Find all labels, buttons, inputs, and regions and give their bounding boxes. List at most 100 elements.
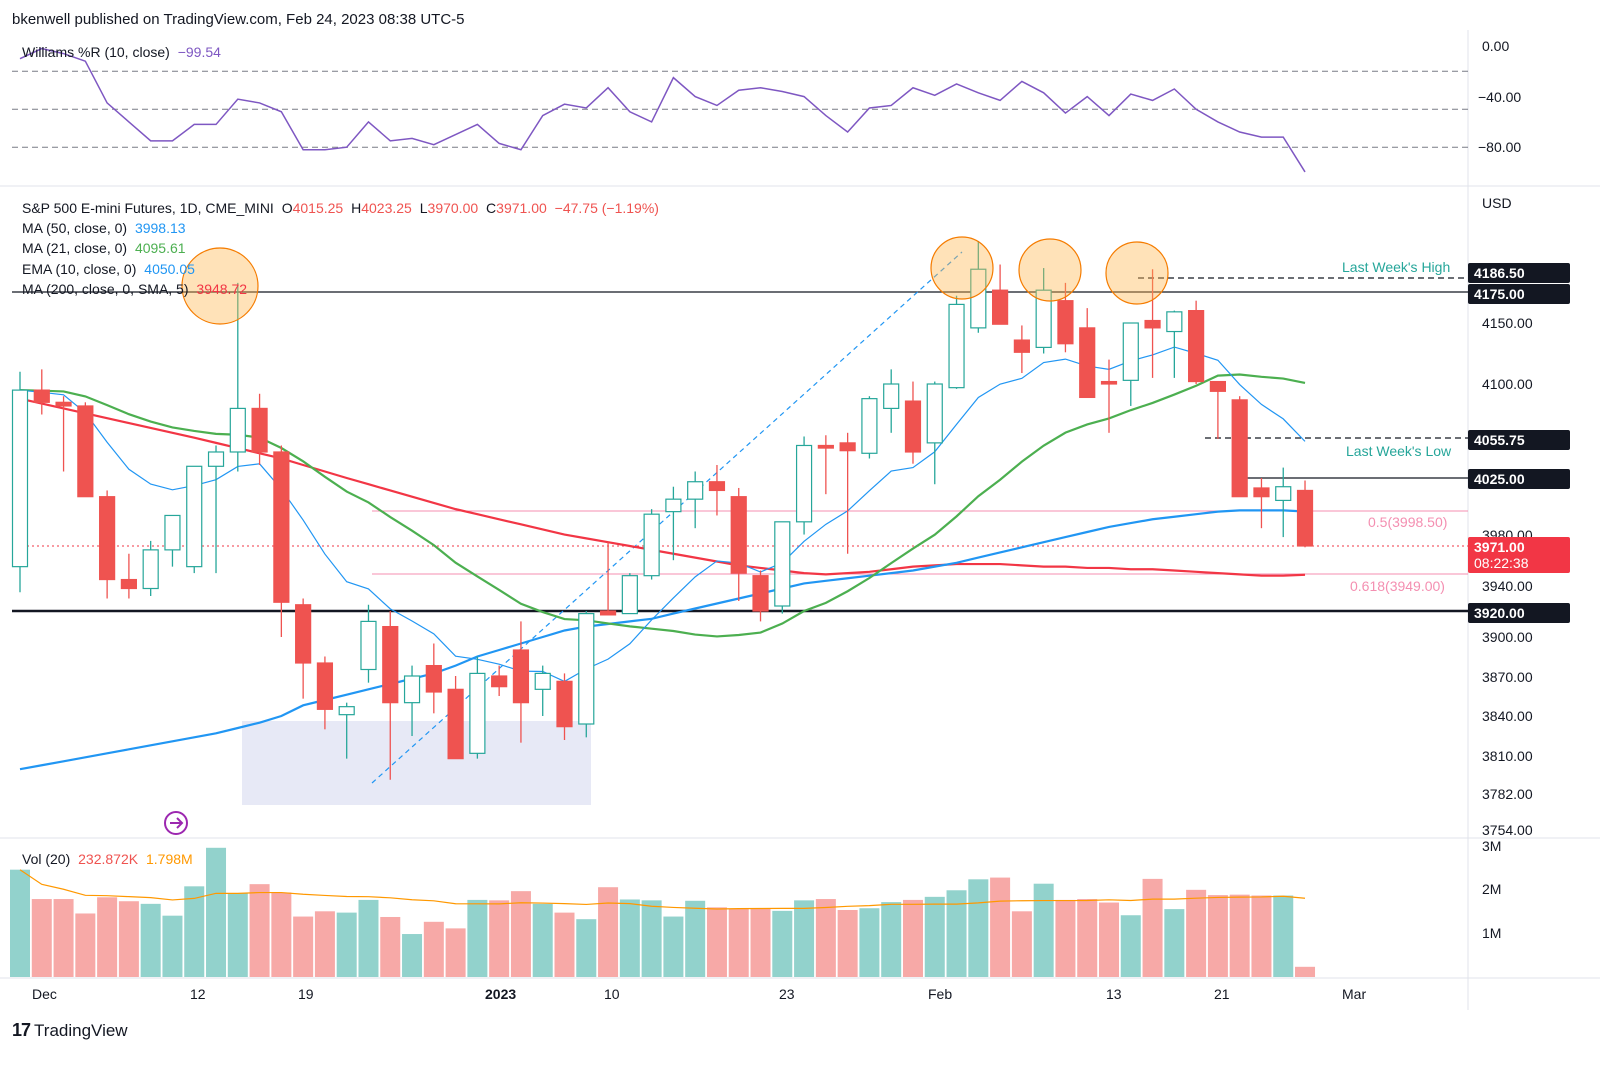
time-tick: 12 [190,986,206,1002]
volume-bar [467,899,488,977]
volume-bar [510,891,531,977]
candle-body [991,289,1009,325]
candle-body [425,664,442,693]
candle [77,402,94,498]
candle [251,393,268,465]
volume-bar [968,879,989,977]
time-tick: 13 [1106,986,1122,1002]
price-tick: 3782.00 [1482,786,1533,802]
volume-bar [293,916,314,977]
candle [534,665,551,716]
candle-body [447,688,464,760]
volume-bar [1142,878,1163,977]
candle [295,598,312,699]
volume-bar [881,902,902,977]
indicator-ma200-legend[interactable]: MA (200, close, 0, SMA, 5) 3948.72 [22,281,251,297]
price-tick: 3754.00 [1482,822,1533,838]
volume-bar [31,899,52,977]
indicator-ema10-legend[interactable]: EMA (10, close, 0) 4050.05 [22,261,199,277]
volume-bar [206,847,227,977]
candle [948,295,965,389]
volume-bar [1186,889,1207,977]
candle [273,445,290,637]
volume-pane [10,847,1316,977]
volume-ma-line [19,869,1306,910]
grid-layer [0,30,1600,1010]
volume-bar [990,877,1011,977]
last-week-high-label: Last Week's High [1342,259,1451,275]
candle-body [839,442,856,452]
candle-body [120,578,138,590]
fib-05-label: 0.5(3998.50) [1368,514,1448,530]
indicator-label: MA (200, close, 0, SMA, 5) [22,281,189,297]
candle-body [1275,486,1292,502]
candle-body [338,706,355,716]
candle-body [643,513,660,577]
candle [1122,322,1139,406]
candle-body [774,521,791,607]
indicator-value: 4050.05 [144,261,195,277]
indicator-ma21-legend[interactable]: MA (21, close, 0) 4095.61 [22,240,190,256]
candle [1013,325,1030,374]
candle [512,621,530,743]
candle-body [795,444,813,523]
candle-body [251,407,268,453]
candle [360,604,377,683]
tradingview-logo[interactable]: 17 TradingView [12,1020,128,1041]
candle-body [621,575,638,615]
candle-body [1013,339,1030,353]
time-tick: 21 [1214,986,1230,1002]
ma200-line [19,397,1306,577]
candle-body [142,549,159,590]
time-tick: 2023 [485,986,517,1002]
candle [970,240,987,333]
candle [708,464,726,516]
price-label-resistance: 4175.00 [1468,284,1570,304]
low-label: L [419,200,428,216]
candle-body [1057,300,1074,345]
candle-body [164,514,181,551]
fib-0618-label: 0.618(3949.00) [1350,578,1445,594]
price-label-last-close: 3971.00 08:22:38 [1468,537,1570,573]
candle [643,509,660,580]
bar-countdown: 08:22:38 [1474,555,1529,571]
candle-body [382,625,399,704]
candle [1275,467,1292,538]
willr-tick: −80.00 [1478,139,1522,155]
volume-bar [271,892,292,977]
price-label-last-week-high: 4186.50 [1468,263,1570,283]
candle-body [730,496,747,574]
symbol-legend[interactable]: S&P 500 E-mini Futures, 1D, CME_MINI O40… [22,200,663,216]
volume-bar [97,897,118,977]
fib-trend-line [371,251,963,784]
candle-body [599,610,617,616]
volume-bar [402,934,423,977]
volume-bar [10,869,30,977]
tradingview-mark-icon: 17 [12,1020,31,1040]
candle-body [11,389,29,568]
highlight-circle [1018,238,1082,302]
williams-r-legend[interactable]: Williams %R (10, close) −99.54 [22,44,225,60]
volume-tick: 2M [1482,881,1502,897]
candle-body [926,383,943,444]
candle-body [207,451,225,467]
candle-body [491,675,508,688]
candle [338,702,355,759]
indicator-value: 3948.72 [196,281,248,297]
volume-legend[interactable]: Vol (20) 232.872K 1.798M [22,851,197,867]
publisher-line: bkenwell published on TradingView.com, F… [12,11,465,28]
candle-body [77,405,94,498]
ma50-line [19,509,1306,771]
candle [665,486,682,561]
candle [1144,269,1161,378]
event-marker-icon [164,811,188,835]
indicator-value: 4095.61 [134,240,186,256]
candle [403,665,421,736]
indicator-ma50-legend[interactable]: MA (50, close, 0) 3998.13 [22,220,190,236]
candle-body [99,496,116,581]
time-tick: 23 [779,986,795,1002]
volume-bar [685,900,706,977]
candle [1057,282,1074,353]
candle-body [273,451,290,603]
